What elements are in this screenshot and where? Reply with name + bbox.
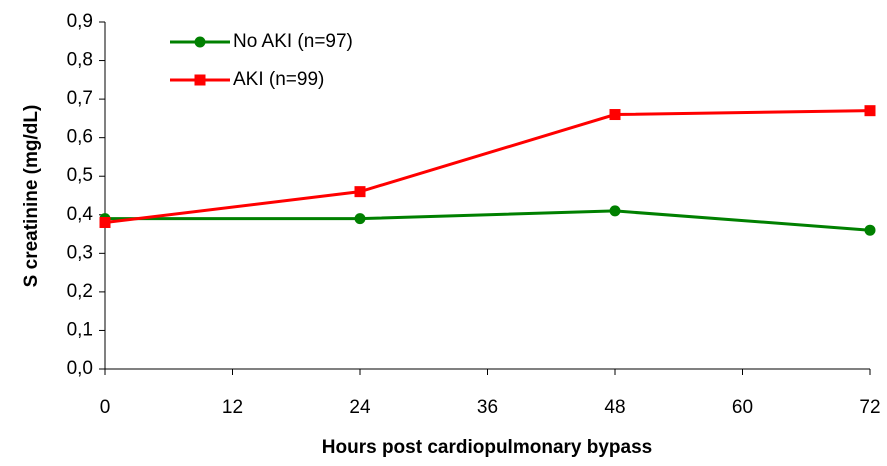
legend-marker [194, 74, 206, 86]
y-tick-label: 0,9 [67, 11, 93, 32]
data-point [354, 186, 366, 198]
x-tick-label: 60 [732, 397, 753, 418]
y-tick-label: 0,5 [67, 165, 93, 186]
x-tick-label: 36 [477, 397, 498, 418]
y-tick-label: 0,4 [67, 204, 94, 225]
series-line [104, 109, 871, 224]
data-point [609, 109, 621, 121]
series-line [105, 209, 871, 232]
x-tick-label: 24 [349, 397, 371, 418]
legend-marker [194, 36, 206, 48]
y-tick-label: 0,7 [67, 88, 93, 109]
x-tick-label: 72 [859, 397, 880, 418]
data-point [864, 224, 876, 236]
y-tick-label: 0,0 [67, 358, 93, 379]
data-point [99, 216, 111, 228]
x-axis-title: Hours post cardiopulmonary bypass [322, 437, 652, 458]
y-tick-label: 0,1 [67, 319, 93, 340]
data-point [609, 205, 621, 217]
x-tick-label: 48 [604, 397, 625, 418]
legend-label: AKI (n=99) [233, 69, 324, 90]
legend-label: No AKI (n=97) [233, 31, 353, 52]
y-tick-label: 0,6 [67, 127, 93, 148]
y-tick-label: 0,8 [67, 50, 93, 71]
y-axis-title: S creatinine (mg/dL) [21, 105, 42, 288]
x-tick-label: 12 [222, 397, 243, 418]
data-point [354, 213, 366, 225]
y-tick-label: 0,3 [67, 242, 93, 263]
data-point [864, 105, 876, 117]
x-tick-label: 0 [100, 397, 111, 418]
y-tick-label: 0,2 [67, 281, 93, 302]
